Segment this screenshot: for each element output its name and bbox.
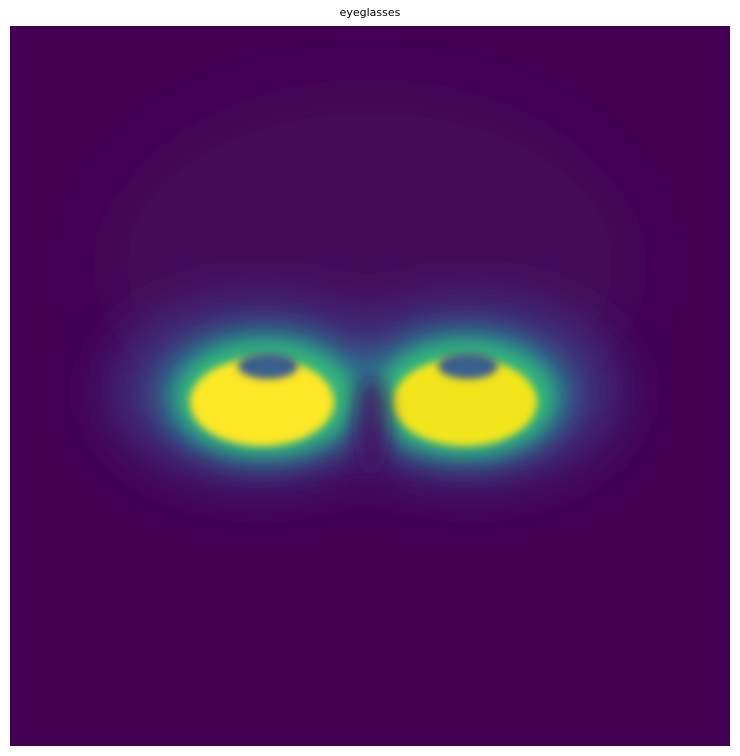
figure-title: eyeglasses	[0, 6, 740, 19]
right-pupil	[438, 353, 498, 379]
left-pupil	[238, 353, 298, 379]
heatmap-image	[10, 26, 730, 746]
nose-gap	[354, 376, 390, 476]
